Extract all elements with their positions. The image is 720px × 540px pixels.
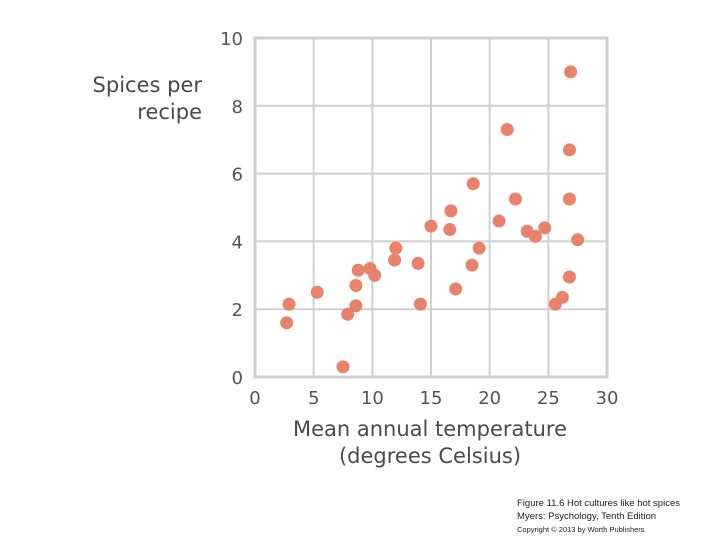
- data-point: [349, 278, 363, 292]
- axis-ticks: 0 5 10 15 20 25 30 0 2 4 6 8 10: [220, 29, 618, 409]
- data-point: [368, 268, 382, 282]
- data-point: [528, 229, 542, 243]
- x-axis-label-line1: Mean annual temperature: [292, 417, 568, 441]
- caption-title: Figure 11.6 Hot cultures like hot spices: [517, 498, 680, 509]
- y-tick-label: 2: [232, 300, 243, 321]
- y-axis-label-line2: recipe: [137, 100, 202, 124]
- data-point: [466, 177, 480, 191]
- data-point: [571, 233, 585, 247]
- y-tick-label: 4: [232, 232, 243, 253]
- y-tick-label: 6: [232, 165, 243, 186]
- data-points: [280, 65, 585, 374]
- data-point: [280, 316, 294, 330]
- data-point: [389, 241, 403, 255]
- x-tick-label: 25: [537, 388, 560, 409]
- data-point: [465, 258, 479, 272]
- figure-caption: Figure 11.6 Hot cultures like hot spices…: [517, 497, 680, 536]
- x-tick-label: 5: [308, 388, 319, 409]
- x-tick-label: 0: [249, 388, 260, 409]
- data-point: [424, 219, 438, 233]
- y-tick-label: 8: [232, 97, 243, 118]
- data-point: [492, 214, 506, 228]
- data-point: [555, 290, 569, 304]
- data-point: [282, 297, 296, 311]
- y-tick-label: 10: [220, 29, 243, 50]
- x-axis-label-line2: (degrees Celsius): [338, 444, 522, 468]
- caption-copyright: Copyright © 2013 by Worth Publishers: [517, 525, 645, 534]
- y-axis-label-line1: Spices per: [92, 73, 202, 97]
- y-axis-label: Spices per recipe: [42, 72, 202, 126]
- y-tick-label: 0: [232, 368, 243, 389]
- data-point: [341, 307, 355, 321]
- data-point: [500, 123, 514, 137]
- data-point: [562, 192, 576, 206]
- data-point: [538, 221, 552, 235]
- data-point: [310, 285, 324, 299]
- data-point: [472, 241, 486, 255]
- data-point: [444, 204, 458, 218]
- data-point: [562, 143, 576, 157]
- data-point: [336, 360, 350, 374]
- x-tick-label: 10: [361, 388, 384, 409]
- data-point: [449, 282, 463, 296]
- data-point: [411, 256, 425, 270]
- x-axis-label: Mean annual temperature (degrees Celsius…: [280, 416, 580, 470]
- data-point: [562, 270, 576, 284]
- data-point: [564, 65, 578, 79]
- chart-grid: [253, 36, 609, 379]
- data-point: [388, 253, 402, 267]
- x-tick-label: 15: [420, 388, 443, 409]
- x-tick-label: 30: [596, 388, 619, 409]
- data-point: [351, 263, 365, 277]
- data-point: [349, 299, 363, 313]
- data-point: [413, 297, 427, 311]
- data-point: [508, 192, 522, 206]
- data-point: [443, 223, 457, 237]
- x-tick-label: 20: [478, 388, 501, 409]
- caption-source: Myers: Psychology, Tenth Edition: [517, 511, 657, 522]
